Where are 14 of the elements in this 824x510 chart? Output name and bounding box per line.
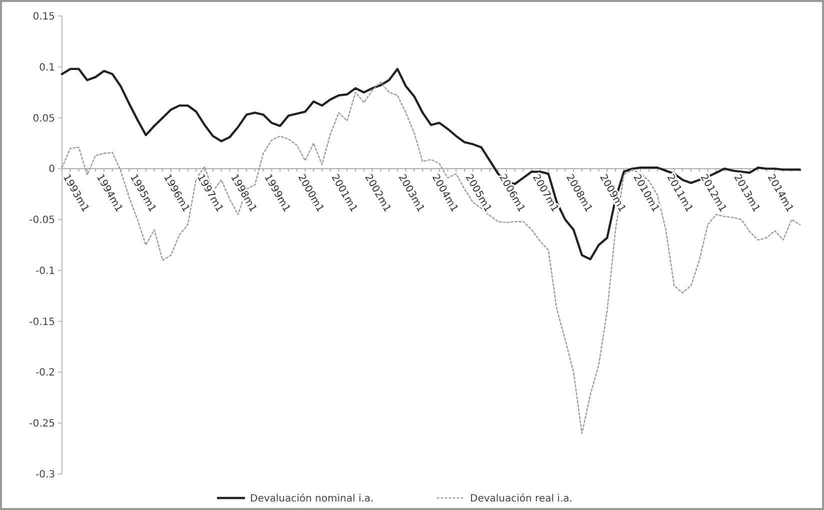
y-tick-label: 0.1 bbox=[39, 62, 55, 74]
line-series bbox=[61, 82, 801, 434]
y-tick-label: -0.3 bbox=[35, 470, 55, 480]
y-tick-label: 0.05 bbox=[32, 113, 55, 124]
y-tick-label: -0.15 bbox=[29, 316, 55, 328]
y-tick-label: 0.15 bbox=[32, 12, 55, 22]
y-tick-label: -0.05 bbox=[29, 215, 55, 226]
y-tick-label: -0.1 bbox=[35, 266, 55, 277]
line-series bbox=[60, 68, 802, 260]
y-tick-label: 0 bbox=[48, 164, 55, 176]
y-tick-label: -0.25 bbox=[29, 418, 55, 430]
legend-label: Devaluación real i.a. bbox=[470, 494, 572, 504]
y-tick-label: -0.2 bbox=[35, 368, 55, 379]
legend-label: Devaluación nominal i.a. bbox=[250, 494, 374, 504]
